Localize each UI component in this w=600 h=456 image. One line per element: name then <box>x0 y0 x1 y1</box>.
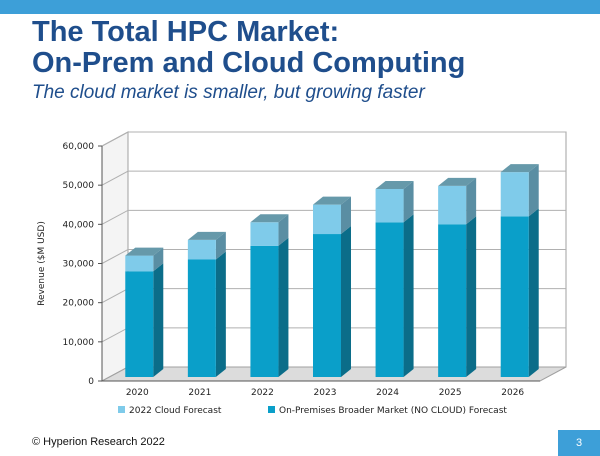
y-tick-label: 40,000 <box>63 220 95 230</box>
bar-top <box>313 196 351 205</box>
bar-onprem <box>438 224 467 377</box>
bar-onprem-side <box>278 237 289 377</box>
bar-onprem-side <box>153 263 164 377</box>
bar-onprem <box>313 234 341 377</box>
x-tick-label: 2022 <box>251 388 274 398</box>
y-axis-label: Revenue ($M USD) <box>37 221 47 306</box>
bar-cloud <box>500 172 529 217</box>
bar-cloud-side <box>528 164 539 217</box>
slide-title: The Total HPC Market: On-Prem and Cloud … <box>32 17 465 79</box>
x-tick-label: 2025 <box>439 388 462 398</box>
title-line-2: On-Prem and Cloud Computing <box>32 47 466 79</box>
gridline <box>101 249 566 264</box>
bar-group-2020 <box>125 247 164 377</box>
bar-group-2021 <box>187 231 226 377</box>
bar-onprem <box>187 259 216 377</box>
bar-top <box>375 181 414 189</box>
x-tick-label: 2026 <box>501 388 524 398</box>
y-tick-label: 20,000 <box>63 299 95 309</box>
bar-top <box>125 247 164 256</box>
bar-top <box>187 231 226 240</box>
bar-cloud <box>250 222 279 246</box>
bar-onprem-side <box>215 251 226 377</box>
bar-cloud <box>125 255 154 272</box>
bar-cloud <box>438 185 467 225</box>
y-tick-label: 0 <box>88 377 94 387</box>
bar-group-2026 <box>500 164 539 377</box>
gridline <box>101 170 566 186</box>
x-tick-label: 2020 <box>126 388 149 398</box>
y-tick-label: 50,000 <box>63 181 95 191</box>
legend-item-cloud: 2022 Cloud Forecast <box>118 406 222 416</box>
legend-label: On-Premises Broader Market (NO CLOUD) Fo… <box>279 406 507 416</box>
bar-group-2025 <box>438 177 477 377</box>
bar-onprem <box>500 216 529 377</box>
legend-swatch <box>268 406 275 413</box>
bar-cloud-side <box>153 247 164 272</box>
bar-top <box>500 164 539 173</box>
bar-cloud <box>313 204 341 235</box>
bar-onprem-side <box>403 214 414 377</box>
x-tick-label: 2023 <box>314 388 337 398</box>
bar-onprem-side <box>466 216 477 377</box>
bar-onprem-side <box>528 208 539 377</box>
bar-cloud <box>187 239 216 260</box>
y-tick-label: 10,000 <box>63 338 95 348</box>
copyright-footer: © Hyperion Research 2022 <box>32 436 165 448</box>
title-line-1: The Total HPC Market: <box>32 16 340 48</box>
y-tick-label: 60,000 <box>63 142 95 152</box>
bar-onprem <box>125 271 154 377</box>
bar-group-2024 <box>375 181 414 377</box>
x-tick-label: 2021 <box>188 388 211 398</box>
bar-top <box>250 214 289 223</box>
bar-group-2022 <box>250 214 289 377</box>
slide-subtitle: The cloud market is smaller, but growing… <box>32 82 425 103</box>
bar-cloud-side <box>341 196 351 235</box>
bar-cloud-side <box>466 177 477 225</box>
bar-top <box>438 177 477 186</box>
legend-swatch <box>118 406 125 413</box>
x-tick-label: 2024 <box>376 388 399 398</box>
bar-cloud-side <box>403 181 414 223</box>
bar-onprem <box>375 222 404 377</box>
bar-group-2023 <box>313 196 351 377</box>
legend-item-onprem: On-Premises Broader Market (NO CLOUD) Fo… <box>268 406 507 416</box>
bar-cloud <box>375 189 404 223</box>
bar-onprem-side <box>341 226 351 377</box>
bar-cloud-side <box>215 231 226 260</box>
bar-onprem <box>250 245 279 377</box>
page-number: 3 <box>558 430 600 456</box>
legend-label: 2022 Cloud Forecast <box>129 406 222 416</box>
top-accent-bar <box>0 0 600 14</box>
gridline <box>101 131 566 147</box>
gridline <box>101 209 566 225</box>
y-tick-label: 30,000 <box>63 260 95 270</box>
bar-cloud-side <box>278 214 289 246</box>
